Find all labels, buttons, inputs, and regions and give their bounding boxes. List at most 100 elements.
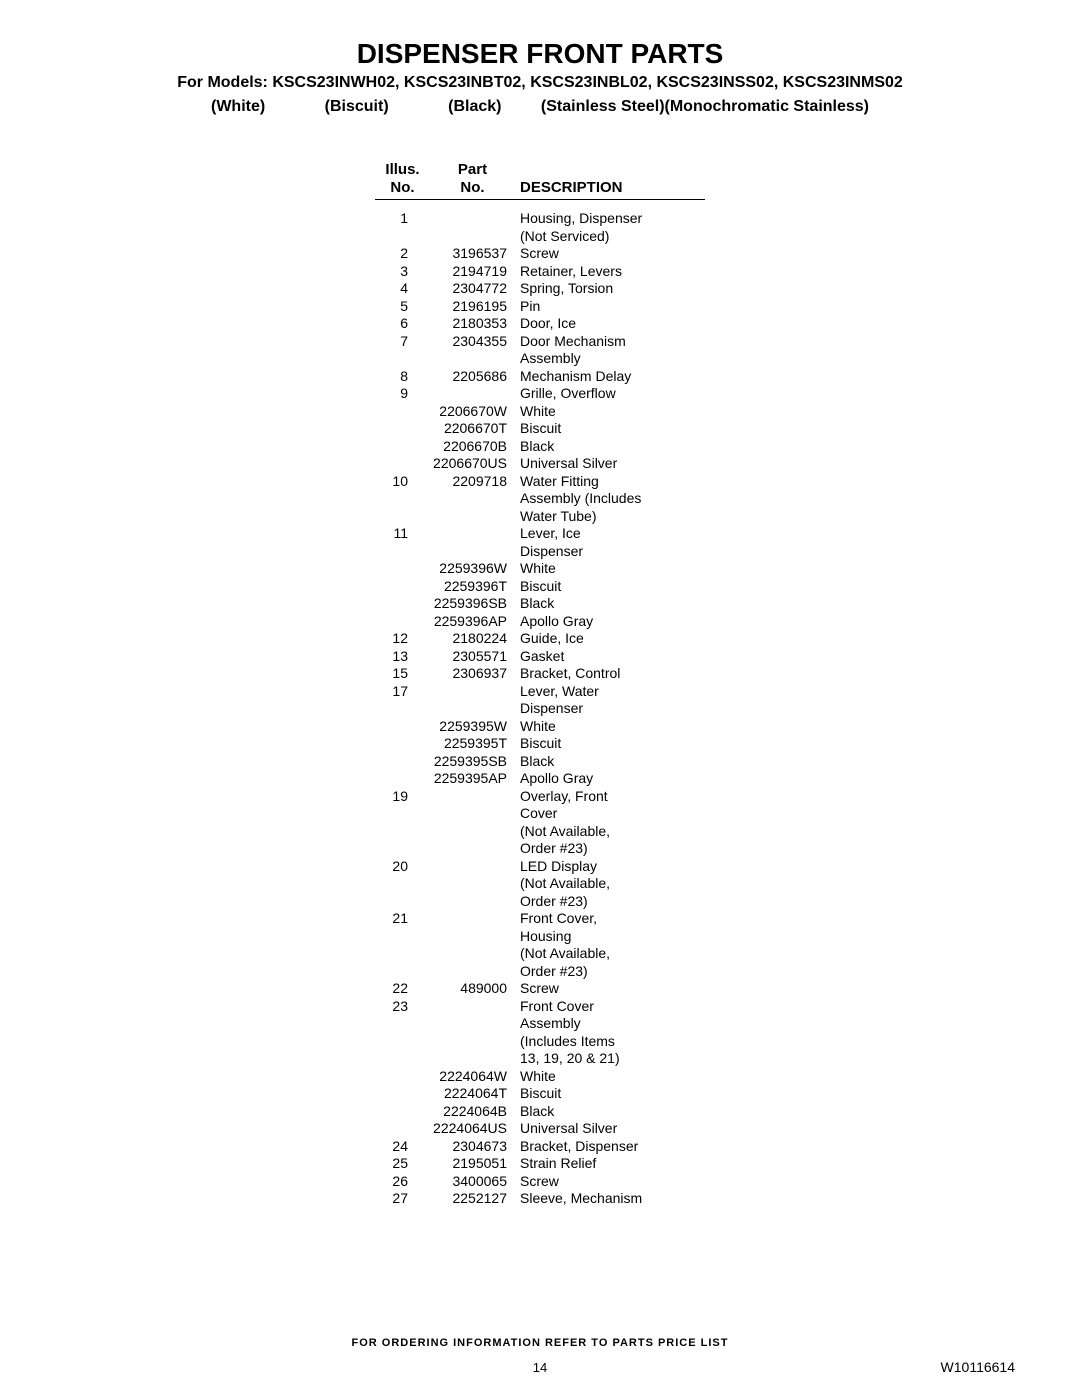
cell-part: 2252127 [430, 1190, 515, 1208]
cell-part [430, 998, 515, 1016]
table-row: 263400065Screw [375, 1173, 705, 1191]
cell-illus: 13 [375, 648, 430, 666]
cell-illus [375, 753, 430, 771]
cell-part: 2195051 [430, 1155, 515, 1173]
cell-desc: Biscuit [515, 578, 705, 596]
cell-desc: Order #23) [515, 840, 705, 858]
cell-desc: Apollo Gray [515, 770, 705, 788]
cell-desc: Black [515, 438, 705, 456]
cell-part [430, 823, 515, 841]
cell-desc: (Not Available, [515, 875, 705, 893]
cell-illus: 24 [375, 1138, 430, 1156]
cell-illus: 26 [375, 1173, 430, 1191]
footer-text: FOR ORDERING INFORMATION REFER TO PARTS … [0, 1337, 1080, 1349]
cell-part: 2259395W [430, 718, 515, 736]
cell-desc: Black [515, 1103, 705, 1121]
table-row: 2206670BBlack [375, 438, 705, 456]
cell-desc: Gasket [515, 648, 705, 666]
cell-desc: (Not Available, [515, 823, 705, 841]
table-row: 13, 19, 20 & 21) [375, 1050, 705, 1068]
table-row: 132305571Gasket [375, 648, 705, 666]
cell-illus [375, 438, 430, 456]
cell-part: 2259396T [430, 578, 515, 596]
cell-desc: Front Cover, [515, 910, 705, 928]
document-number: W10116614 [941, 1359, 1015, 1375]
table-row: 2259396WWhite [375, 560, 705, 578]
table-row: Assembly [375, 350, 705, 368]
table-row: 2224064TBiscuit [375, 1085, 705, 1103]
cell-illus [375, 823, 430, 841]
cell-desc: Universal Silver [515, 455, 705, 473]
header-illus-2: No. [375, 179, 430, 197]
cell-part [430, 840, 515, 858]
cell-desc: Pin [515, 298, 705, 316]
cell-desc: White [515, 403, 705, 421]
header-part-2: No. [430, 179, 515, 197]
table-row: Water Tube) [375, 508, 705, 526]
cell-desc: 13, 19, 20 & 21) [515, 1050, 705, 1068]
cell-desc: Order #23) [515, 893, 705, 911]
cell-part: 2305571 [430, 648, 515, 666]
cell-illus: 6 [375, 315, 430, 333]
table-row: Cover [375, 805, 705, 823]
cell-part [430, 525, 515, 543]
cell-part: 2194719 [430, 263, 515, 281]
cell-illus: 4 [375, 280, 430, 298]
cell-illus [375, 1085, 430, 1103]
cell-desc: Biscuit [515, 735, 705, 753]
cell-part: 2259396SB [430, 595, 515, 613]
cell-desc: Assembly [515, 1015, 705, 1033]
cell-illus [375, 893, 430, 911]
cell-desc: Biscuit [515, 1085, 705, 1103]
cell-illus [375, 228, 430, 246]
cell-desc: White [515, 1068, 705, 1086]
cell-illus [375, 1120, 430, 1138]
cell-desc: White [515, 560, 705, 578]
cell-part: 2205686 [430, 368, 515, 386]
table-row: Assembly (Includes [375, 490, 705, 508]
cell-part: 2224064W [430, 1068, 515, 1086]
table-row: Assembly [375, 1015, 705, 1033]
cell-part: 2306937 [430, 665, 515, 683]
cell-part: 2196195 [430, 298, 515, 316]
cell-desc: White [515, 718, 705, 736]
cell-part [430, 875, 515, 893]
header-desc: DESCRIPTION [515, 161, 705, 197]
cell-desc: Sleeve, Mechanism [515, 1190, 705, 1208]
table-row: 82205686Mechanism Delay [375, 368, 705, 386]
cell-desc: Spring, Torsion [515, 280, 705, 298]
cell-part [430, 945, 515, 963]
table-row: 102209718Water Fitting [375, 473, 705, 491]
cell-part [430, 788, 515, 806]
cell-part: 3400065 [430, 1173, 515, 1191]
cell-desc: Dispenser [515, 543, 705, 561]
table-row: 2259396SBBlack [375, 595, 705, 613]
cell-desc: Universal Silver [515, 1120, 705, 1138]
cell-illus [375, 560, 430, 578]
cell-desc: Screw [515, 980, 705, 998]
cell-part: 2180353 [430, 315, 515, 333]
table-row: 9Grille, Overflow [375, 385, 705, 403]
cell-part: 2259395AP [430, 770, 515, 788]
table-row: Housing [375, 928, 705, 946]
cell-part: 2304772 [430, 280, 515, 298]
table-row: 2206670USUniversal Silver [375, 455, 705, 473]
table-row: 2259395TBiscuit [375, 735, 705, 753]
table-row: 42304772Spring, Torsion [375, 280, 705, 298]
cell-part [430, 1033, 515, 1051]
cell-part: 3196537 [430, 245, 515, 263]
table-row: 2259396TBiscuit [375, 578, 705, 596]
table-row: Order #23) [375, 893, 705, 911]
cell-part: 2259396W [430, 560, 515, 578]
cell-desc: Housing, Dispenser [515, 210, 705, 228]
table-row: 22489000Screw [375, 980, 705, 998]
table-row: 252195051Strain Relief [375, 1155, 705, 1173]
cell-illus: 21 [375, 910, 430, 928]
cell-part: 2206670W [430, 403, 515, 421]
table-row: (Not Available, [375, 823, 705, 841]
cell-illus [375, 1068, 430, 1086]
table-row: 20LED Display [375, 858, 705, 876]
cell-part [430, 1050, 515, 1068]
cell-desc: Apollo Gray [515, 613, 705, 631]
color-stainless: (Stainless Steel)(Monochromatic Stainles… [541, 98, 869, 116]
